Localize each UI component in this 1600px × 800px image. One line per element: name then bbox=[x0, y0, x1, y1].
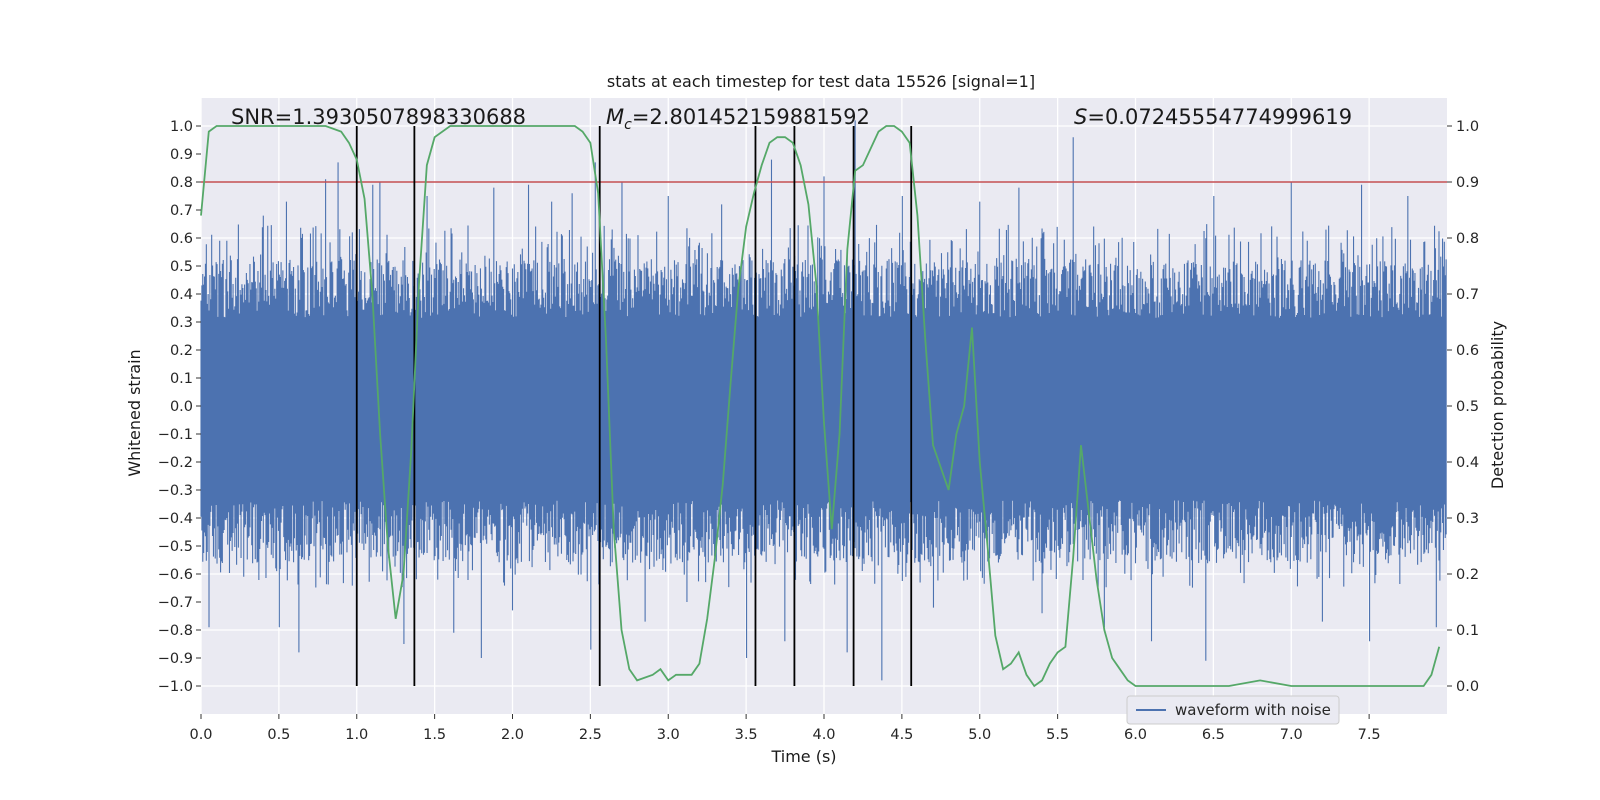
score-symbol: S bbox=[1074, 105, 1087, 129]
y-left-tick-label: −0.3 bbox=[158, 483, 193, 499]
x-tick-label: 2.0 bbox=[501, 727, 524, 743]
y-left-tick-label: 1.0 bbox=[170, 119, 193, 135]
chirp-mass-annotation: Mc=2.801452159881592 bbox=[606, 105, 870, 133]
y-right-tick-label: 0.5 bbox=[1456, 399, 1479, 415]
y-right-tick-label: 0.8 bbox=[1456, 231, 1479, 247]
x-tick-label: 0.0 bbox=[189, 727, 212, 743]
y-right-tick-label: 0.6 bbox=[1456, 343, 1479, 359]
x-tick-label: 1.5 bbox=[423, 727, 446, 743]
y-right-tick-label: 0.3 bbox=[1456, 511, 1479, 527]
chart-title: stats at each timestep for test data 155… bbox=[607, 72, 1035, 91]
y-left-tick-label: 0.2 bbox=[170, 343, 193, 359]
y-left-axis-title: Whitened strain bbox=[125, 349, 144, 476]
chirp-mass-value: =2.801452159881592 bbox=[632, 105, 870, 129]
y-left-ticks: 1.0 0.9 0.8 0.7 0.6 0.5 0.4 0.3 0.2 0.1 0.0 −0.1 −0.… bbox=[158, 119, 201, 695]
x-tick-label: 0.5 bbox=[267, 727, 290, 743]
x-tick-label: 7.0 bbox=[1280, 727, 1303, 743]
score-annotation: S=0.07245554774999619 bbox=[1074, 105, 1352, 129]
y-left-tick-label: −0.5 bbox=[158, 539, 193, 555]
chirp-mass-subscript: c bbox=[624, 117, 632, 133]
probability-line bbox=[200, 125, 1441, 688]
y-left-tick-label: 0.0 bbox=[170, 399, 193, 415]
x-tick-label: 7.5 bbox=[1358, 727, 1381, 743]
x-tick-label: 3.0 bbox=[657, 727, 680, 743]
x-ticks: 0.0 0.5 1.0 1.5 2.0 2.5 3.0 3.5 4.0 4.5 5.0 5.5 6.0 6… bbox=[189, 714, 1381, 743]
y-left-tick-label: 0.3 bbox=[170, 315, 193, 331]
y-right-tick-label: 0.1 bbox=[1456, 623, 1479, 639]
y-right-tick-label: 0.0 bbox=[1456, 679, 1479, 695]
legend: waveform with noise bbox=[1126, 695, 1340, 725]
x-axis-title: Time (s) bbox=[770, 747, 836, 766]
y-left-tick-label: −0.1 bbox=[158, 427, 193, 443]
y-right-tick-label: 0.2 bbox=[1456, 567, 1479, 583]
y-right-tick-label: 0.7 bbox=[1456, 287, 1479, 303]
y-right-tick-label: 0.4 bbox=[1456, 455, 1479, 471]
x-tick-label: 1.0 bbox=[345, 727, 368, 743]
x-tick-label: 5.5 bbox=[1046, 727, 1069, 743]
y-right-tick-label: 1.0 bbox=[1456, 119, 1479, 135]
x-tick-label: 6.0 bbox=[1124, 727, 1147, 743]
y-left-tick-label: −0.7 bbox=[158, 595, 193, 611]
y-left-tick-label: 0.9 bbox=[170, 147, 193, 163]
x-tick-label: 4.0 bbox=[812, 727, 835, 743]
chirp-mass-symbol: M bbox=[606, 105, 624, 129]
y-left-tick-label: 0.7 bbox=[170, 203, 193, 219]
y-left-tick-label: −0.2 bbox=[158, 455, 193, 471]
legend-box bbox=[1126, 695, 1340, 725]
y-left-tick-label: 0.8 bbox=[170, 175, 193, 191]
y-right-tick-label: 0.9 bbox=[1456, 175, 1479, 191]
x-tick-label: 2.5 bbox=[579, 727, 602, 743]
y-right-axis-title: Detection probability bbox=[1488, 321, 1507, 489]
y-left-tick-label: 0.5 bbox=[170, 259, 193, 275]
y-left-tick-label: 0.6 bbox=[170, 231, 193, 247]
y-left-tick-label: 0.1 bbox=[170, 371, 193, 387]
y-left-tick-label: 0.4 bbox=[170, 287, 193, 303]
x-tick-label: 3.5 bbox=[735, 727, 758, 743]
snr-annotation: SNR=1.3930507898330688 bbox=[231, 105, 526, 129]
y-left-tick-label: −0.6 bbox=[158, 567, 193, 583]
y-left-tick-label: −0.9 bbox=[158, 651, 193, 667]
legend-label: waveform with noise bbox=[1175, 701, 1331, 719]
probability-series bbox=[200, 125, 1441, 688]
y-right-ticks: 1.0 0.9 0.8 0.7 0.6 0.5 0.4 0.3 0.2 0.1 0.0 bbox=[1447, 119, 1479, 695]
y-left-tick-label: −1.0 bbox=[158, 679, 193, 695]
score-value: =0.07245554774999619 bbox=[1087, 105, 1352, 129]
x-tick-label: 6.5 bbox=[1202, 727, 1225, 743]
x-tick-label: 5.0 bbox=[968, 727, 991, 743]
x-tick-label: 4.5 bbox=[890, 727, 913, 743]
y-left-tick-label: −0.4 bbox=[158, 511, 193, 527]
y-left-tick-label: −0.8 bbox=[158, 623, 193, 639]
